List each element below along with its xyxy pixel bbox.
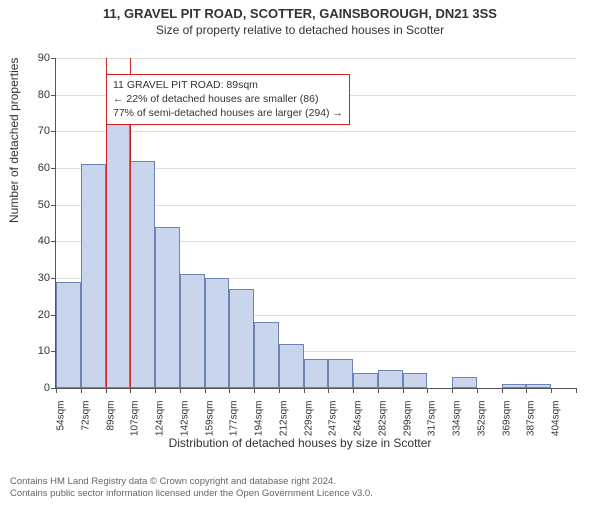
x-tick-label: 124sqm	[153, 401, 166, 437]
annotation-line: ← 22% of detached houses are smaller (86…	[113, 92, 343, 106]
histogram-bar	[155, 227, 180, 388]
x-tick-label: 107sqm	[128, 401, 141, 437]
plot-region: 010203040506070809054sqm72sqm89sqm107sqm…	[55, 58, 576, 389]
histogram-bar	[106, 106, 131, 388]
y-tick-label: 90	[38, 52, 56, 64]
x-tick	[353, 388, 354, 393]
x-tick-label: 159sqm	[202, 401, 215, 437]
y-tick-label: 20	[38, 309, 56, 321]
x-tick	[81, 388, 82, 393]
x-tick-label: 72sqm	[78, 401, 91, 431]
x-tick	[155, 388, 156, 393]
x-tick	[106, 388, 107, 393]
x-tick-label: 387sqm	[524, 401, 537, 437]
x-tick	[328, 388, 329, 393]
histogram-bar	[56, 282, 81, 388]
histogram-bar	[254, 322, 279, 388]
histogram-bar	[378, 370, 403, 388]
x-tick	[304, 388, 305, 393]
x-tick-label: 89sqm	[103, 401, 116, 431]
histogram-bar	[205, 278, 230, 388]
histogram-bar	[279, 344, 304, 388]
footnote-line-1: Contains HM Land Registry data © Crown c…	[10, 476, 373, 488]
x-tick-label: 334sqm	[450, 401, 463, 437]
x-tick	[180, 388, 181, 393]
histogram-bar	[452, 377, 477, 388]
chart-title-main: 11, GRAVEL PIT ROAD, SCOTTER, GAINSBOROU…	[0, 6, 600, 21]
footnote: Contains HM Land Registry data © Crown c…	[10, 476, 373, 500]
histogram-bar	[353, 373, 378, 388]
histogram-bar	[403, 373, 428, 388]
x-tick	[477, 388, 478, 393]
x-tick	[229, 388, 230, 393]
x-tick-label: 212sqm	[276, 401, 289, 437]
x-tick-label: 229sqm	[301, 401, 314, 437]
y-tick-label: 80	[38, 89, 56, 101]
annotation-line: 77% of semi-detached houses are larger (…	[113, 106, 343, 120]
x-tick	[403, 388, 404, 393]
y-tick-label: 40	[38, 235, 56, 247]
x-tick	[452, 388, 453, 393]
x-tick	[279, 388, 280, 393]
annotation-box: 11 GRAVEL PIT ROAD: 89sqm← 22% of detach…	[106, 74, 350, 125]
histogram-bar	[304, 359, 329, 388]
histogram-bar	[81, 164, 106, 388]
x-tick-label: 369sqm	[499, 401, 512, 437]
histogram-bar	[130, 161, 155, 388]
gridline	[56, 131, 576, 132]
x-tick	[56, 388, 57, 393]
x-tick	[130, 388, 131, 393]
x-tick-label: 352sqm	[474, 401, 487, 437]
x-tick-label: 177sqm	[227, 401, 240, 437]
x-tick-label: 282sqm	[375, 401, 388, 437]
gridline	[56, 58, 576, 59]
chart-area: Number of detached properties 0102030405…	[0, 48, 600, 448]
x-tick	[427, 388, 428, 393]
histogram-bar	[180, 274, 205, 388]
y-tick-label: 30	[38, 272, 56, 284]
x-tick-label: 194sqm	[252, 401, 265, 437]
x-tick	[254, 388, 255, 393]
x-tick	[551, 388, 552, 393]
x-tick-label: 247sqm	[326, 401, 339, 437]
x-tick-label: 404sqm	[549, 401, 562, 437]
footnote-line-2: Contains public sector information licen…	[10, 488, 373, 500]
x-tick-label: 317sqm	[425, 401, 438, 437]
chart-title-sub: Size of property relative to detached ho…	[0, 23, 600, 37]
histogram-bar	[229, 289, 254, 388]
x-tick-label: 142sqm	[177, 401, 190, 437]
x-tick	[205, 388, 206, 393]
x-tick	[526, 388, 527, 393]
x-tick	[576, 388, 577, 393]
histogram-bar	[502, 384, 527, 388]
x-axis-label: Distribution of detached houses by size …	[0, 436, 600, 450]
histogram-bar	[526, 384, 551, 388]
y-axis-label: Number of detached properties	[7, 58, 21, 223]
y-tick-label: 50	[38, 199, 56, 211]
x-tick	[502, 388, 503, 393]
annotation-line: 11 GRAVEL PIT ROAD: 89sqm	[113, 78, 343, 92]
x-tick-label: 264sqm	[351, 401, 364, 437]
y-tick-label: 60	[38, 162, 56, 174]
y-tick-label: 10	[38, 345, 56, 357]
x-tick-label: 299sqm	[400, 401, 413, 437]
y-tick-label: 70	[38, 125, 56, 137]
y-tick-label: 0	[44, 382, 56, 394]
histogram-bar	[328, 359, 353, 388]
x-tick-label: 54sqm	[54, 401, 67, 431]
x-tick	[378, 388, 379, 393]
